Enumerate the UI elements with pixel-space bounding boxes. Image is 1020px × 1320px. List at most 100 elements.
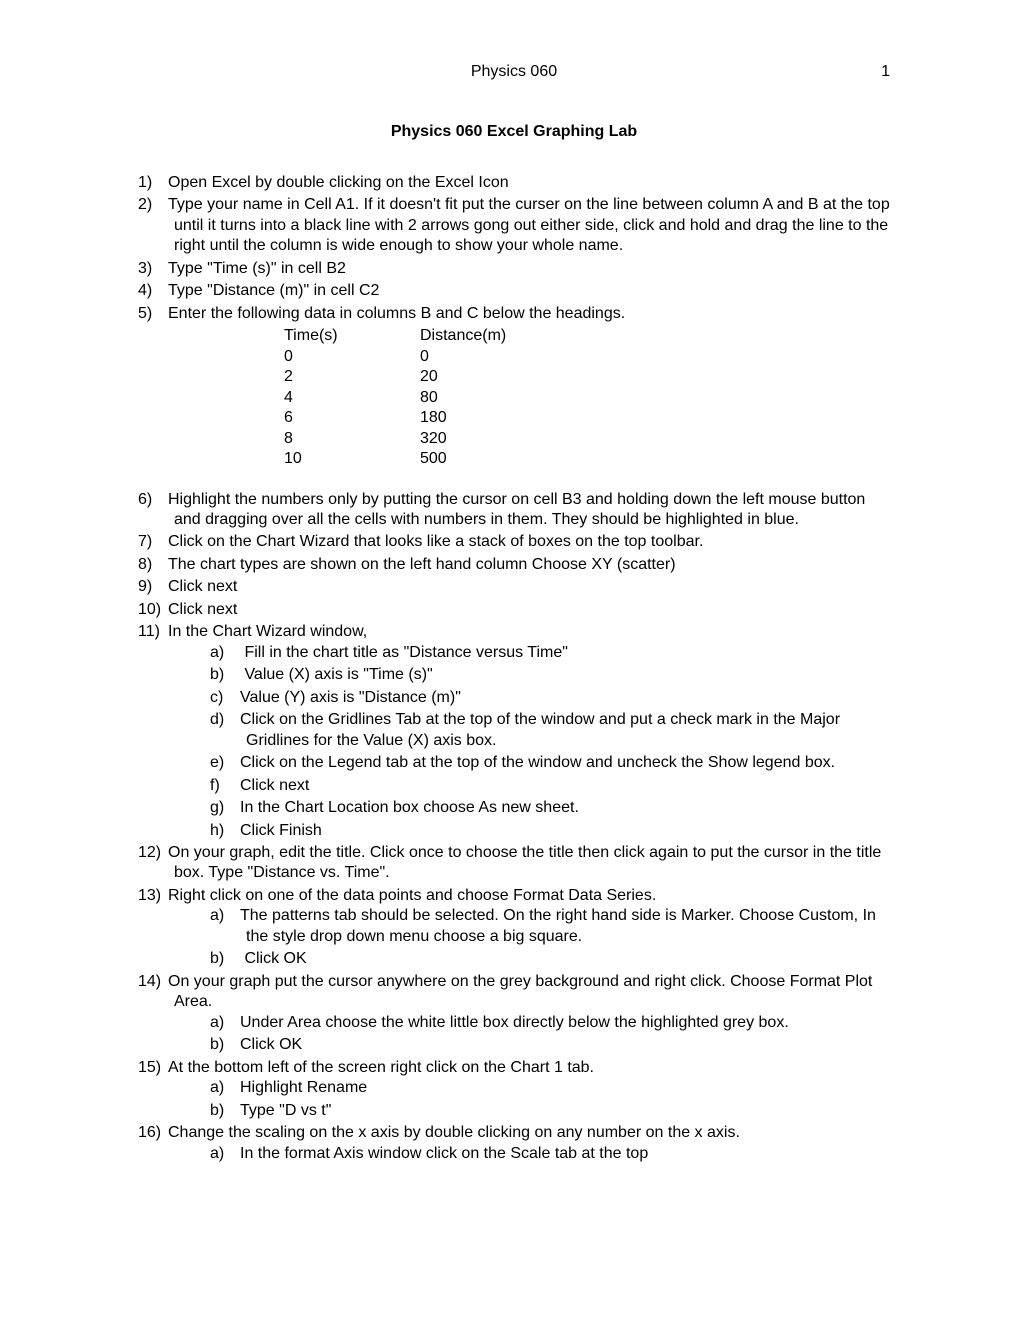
step-num: 6) (138, 490, 168, 510)
substep-num: h) (210, 821, 240, 841)
substep-text: The patterns tab should be selected. On … (240, 907, 876, 944)
substep-text: Click on the Legend tab at the top of th… (240, 754, 835, 771)
cell-time: 4 (284, 388, 420, 408)
substep-num: b) (210, 1101, 240, 1121)
step-6: 6)Highlight the numbers only by putting … (138, 490, 890, 531)
step-text: Enter the following data in columns B an… (168, 305, 625, 322)
substep-text: Under Area choose the white little box d… (240, 1014, 789, 1031)
step-11b: b) Value (X) axis is "Time (s)" (210, 665, 890, 685)
step-text: On your graph, edit the title. Click onc… (168, 844, 881, 881)
substep-num: a) (210, 1078, 240, 1098)
step-num: 11) (138, 622, 168, 642)
step-text: Type your name in Cell A1. If it doesn't… (168, 196, 890, 254)
substep-text: In the Chart Location box choose As new … (240, 799, 579, 816)
step-text: Type "Distance (m)" in cell C2 (168, 282, 379, 299)
step-15-sublist: a)Highlight Rename b)Type "D vs t" (174, 1078, 890, 1121)
step-1: 1)Open Excel by double clicking on the E… (138, 173, 890, 193)
substep-num: a) (210, 906, 240, 926)
instruction-list-cont: 6)Highlight the numbers only by putting … (138, 490, 890, 1165)
cell-distance: 0 (420, 347, 540, 367)
data-table: Time(s) Distance(m) 00 220 480 6180 8320… (284, 326, 540, 469)
step-text: Change the scaling on the x axis by doub… (168, 1124, 740, 1141)
step-12: 12)On your graph, edit the title. Click … (138, 843, 890, 884)
step-4: 4)Type "Distance (m)" in cell C2 (138, 281, 890, 301)
step-num: 15) (138, 1058, 168, 1078)
step-15: 15)At the bottom left of the screen righ… (138, 1058, 890, 1121)
instruction-list: 1)Open Excel by double clicking on the E… (138, 173, 890, 470)
substep-text: In the format Axis window click on the S… (240, 1145, 648, 1162)
substep-num: a) (210, 1144, 240, 1164)
substep-text: Type "D vs t" (240, 1102, 331, 1119)
spacer (138, 472, 890, 490)
step-text: Open Excel by double clicking on the Exc… (168, 174, 509, 191)
step-13b: b) Click OK (210, 949, 890, 969)
cell-distance: 180 (420, 408, 540, 428)
step-16: 16)Change the scaling on the x axis by d… (138, 1123, 890, 1164)
step-num: 16) (138, 1123, 168, 1143)
step-num: 14) (138, 972, 168, 992)
step-num: 12) (138, 843, 168, 863)
table-header-row: Time(s) Distance(m) (284, 326, 540, 346)
table-header-time: Time(s) (284, 326, 420, 346)
step-text: At the bottom left of the screen right c… (168, 1059, 594, 1076)
step-text: Click next (168, 578, 237, 595)
substep-num: f) (210, 776, 240, 796)
step-text: Highlight the numbers only by putting th… (168, 491, 865, 528)
page-header: Physics 060 1 (138, 62, 890, 82)
substep-text: Click OK (240, 1036, 302, 1053)
step-num: 2) (138, 195, 168, 215)
step-text: In the Chart Wizard window, (168, 623, 367, 640)
step-num: 5) (138, 304, 168, 324)
substep-num: g) (210, 798, 240, 818)
step-11e: e)Click on the Legend tab at the top of … (210, 753, 890, 773)
step-16-sublist: a)In the format Axis window click on the… (174, 1144, 890, 1164)
table-row: 10500 (284, 449, 540, 469)
step-text: Type "Time (s)" in cell B2 (168, 260, 346, 277)
table-row: 220 (284, 367, 540, 387)
step-11g: g)In the Chart Location box choose As ne… (210, 798, 890, 818)
step-num: 8) (138, 555, 168, 575)
page-number: 1 (881, 62, 890, 82)
cell-distance: 80 (420, 388, 540, 408)
step-num: 7) (138, 532, 168, 552)
cell-time: 8 (284, 429, 420, 449)
step-11h: h)Click Finish (210, 821, 890, 841)
substep-text: Highlight Rename (240, 1079, 367, 1096)
step-num: 9) (138, 577, 168, 597)
table-header-distance: Distance(m) (420, 326, 540, 346)
step-11: 11)In the Chart Wizard window, a) Fill i… (138, 622, 890, 841)
substep-text: Fill in the chart title as "Distance ver… (240, 644, 568, 661)
step-11f: f)Click next (210, 776, 890, 796)
substep-text: Click Finish (240, 822, 322, 839)
step-11a: a) Fill in the chart title as "Distance … (210, 643, 890, 663)
step-9: 9)Click next (138, 577, 890, 597)
step-15a: a)Highlight Rename (210, 1078, 890, 1098)
step-text: Click on the Chart Wizard that looks lik… (168, 533, 703, 550)
step-10: 10)Click next (138, 600, 890, 620)
step-text: On your graph put the cursor anywhere on… (168, 973, 872, 1010)
substep-num: e) (210, 753, 240, 773)
step-text: Right click on one of the data points an… (168, 887, 656, 904)
step-11d: d)Click on the Gridlines Tab at the top … (210, 710, 890, 751)
substep-num: b) (210, 665, 240, 685)
step-num: 1) (138, 173, 168, 193)
step-num: 13) (138, 886, 168, 906)
step-5: 5)Enter the following data in columns B … (138, 304, 890, 470)
substep-text: Click on the Gridlines Tab at the top of… (240, 711, 840, 748)
substep-num: c) (210, 688, 240, 708)
substep-num: a) (210, 1013, 240, 1033)
step-14-sublist: a)Under Area choose the white little box… (174, 1013, 890, 1056)
cell-time: 10 (284, 449, 420, 469)
step-text: Click next (168, 601, 237, 618)
step-8: 8)The chart types are shown on the left … (138, 555, 890, 575)
step-15b: b)Type "D vs t" (210, 1101, 890, 1121)
cell-distance: 20 (420, 367, 540, 387)
step-14b: b)Click OK (210, 1035, 890, 1055)
substep-num: b) (210, 949, 240, 969)
header-course: Physics 060 (138, 62, 890, 82)
step-11c: c)Value (Y) axis is "Distance (m)" (210, 688, 890, 708)
step-num: 3) (138, 259, 168, 279)
step-13a: a)The patterns tab should be selected. O… (210, 906, 890, 947)
cell-time: 6 (284, 408, 420, 428)
table-row: 480 (284, 388, 540, 408)
